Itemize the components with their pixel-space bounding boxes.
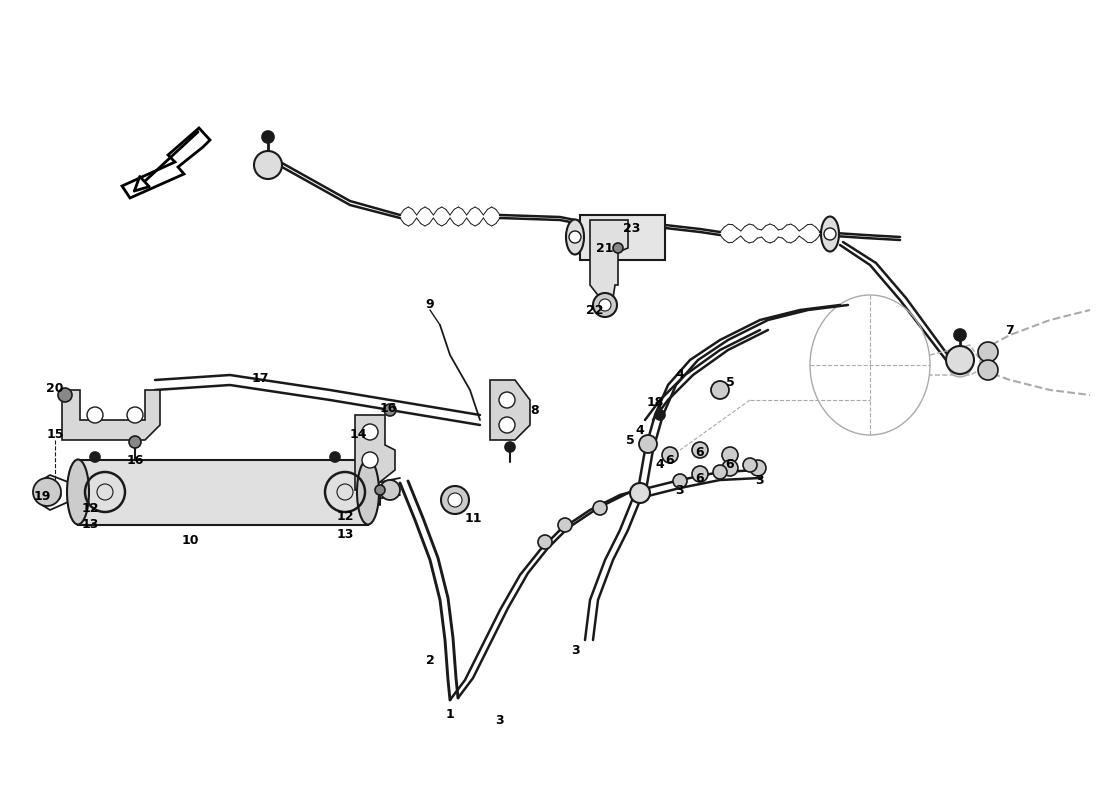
Text: 21: 21 [596, 242, 614, 254]
Text: 14: 14 [350, 429, 366, 442]
Circle shape [946, 346, 974, 374]
Circle shape [441, 486, 469, 514]
Circle shape [558, 518, 572, 532]
Circle shape [58, 388, 72, 402]
Text: 3: 3 [675, 483, 684, 497]
Circle shape [662, 447, 678, 463]
Circle shape [90, 452, 100, 462]
Circle shape [600, 299, 610, 311]
Circle shape [593, 293, 617, 317]
Circle shape [673, 474, 688, 488]
Circle shape [379, 480, 400, 500]
Ellipse shape [821, 217, 839, 251]
Circle shape [375, 485, 385, 495]
Text: 6: 6 [726, 458, 735, 471]
Circle shape [692, 442, 708, 458]
Circle shape [362, 452, 378, 468]
Circle shape [824, 228, 836, 240]
Circle shape [630, 483, 650, 503]
Circle shape [569, 231, 581, 243]
Text: 15: 15 [46, 429, 64, 442]
Text: 9: 9 [426, 298, 434, 311]
Circle shape [722, 460, 738, 476]
Text: 4: 4 [675, 369, 684, 382]
Circle shape [129, 436, 141, 448]
Polygon shape [490, 380, 530, 440]
Text: 2: 2 [426, 654, 434, 666]
Circle shape [654, 410, 666, 420]
Circle shape [948, 353, 972, 377]
Text: 16: 16 [379, 402, 397, 414]
Text: 12: 12 [81, 502, 99, 514]
Circle shape [505, 442, 515, 452]
Circle shape [978, 342, 998, 362]
Circle shape [711, 381, 729, 399]
Circle shape [448, 493, 462, 507]
Circle shape [262, 131, 274, 143]
Circle shape [750, 460, 766, 476]
Text: 5: 5 [726, 375, 735, 389]
Circle shape [692, 466, 708, 482]
Text: 1: 1 [446, 709, 454, 722]
Bar [78, 460, 368, 525]
Circle shape [613, 243, 623, 253]
Text: 7: 7 [1005, 323, 1014, 337]
Text: 22: 22 [586, 303, 604, 317]
Text: 18: 18 [647, 395, 663, 409]
Text: 8: 8 [530, 403, 539, 417]
Circle shape [330, 452, 340, 462]
Text: 20: 20 [46, 382, 64, 394]
Circle shape [978, 360, 998, 380]
Ellipse shape [67, 459, 89, 525]
Bar [580, 215, 666, 260]
Circle shape [499, 417, 515, 433]
Circle shape [499, 392, 515, 408]
Text: 6: 6 [695, 446, 704, 459]
Text: 13: 13 [81, 518, 99, 531]
Circle shape [384, 404, 396, 416]
Circle shape [593, 501, 607, 515]
Polygon shape [122, 128, 210, 198]
Circle shape [742, 458, 757, 472]
Text: 3: 3 [756, 474, 764, 486]
Text: 11: 11 [464, 511, 482, 525]
Text: 12: 12 [337, 510, 354, 523]
Circle shape [362, 424, 378, 440]
Polygon shape [355, 415, 395, 490]
Polygon shape [62, 390, 160, 440]
Text: 13: 13 [337, 527, 354, 541]
Circle shape [126, 407, 143, 423]
Text: 23: 23 [624, 222, 640, 234]
Ellipse shape [566, 219, 584, 254]
Polygon shape [590, 220, 628, 308]
Circle shape [33, 478, 60, 506]
Text: 3: 3 [496, 714, 504, 726]
Text: 4: 4 [636, 423, 645, 437]
Circle shape [954, 329, 966, 341]
Circle shape [538, 535, 552, 549]
Text: 4: 4 [656, 458, 664, 471]
Circle shape [722, 447, 738, 463]
Text: 6: 6 [666, 454, 674, 466]
Circle shape [713, 465, 727, 479]
Circle shape [87, 407, 103, 423]
Ellipse shape [358, 459, 379, 525]
Text: 19: 19 [33, 490, 51, 502]
Text: 16: 16 [126, 454, 144, 466]
Circle shape [639, 435, 657, 453]
Text: 3: 3 [571, 643, 580, 657]
Text: 5: 5 [626, 434, 635, 446]
Text: 10: 10 [182, 534, 199, 546]
Text: 6: 6 [695, 471, 704, 485]
Text: 17: 17 [251, 371, 268, 385]
Circle shape [254, 151, 282, 179]
